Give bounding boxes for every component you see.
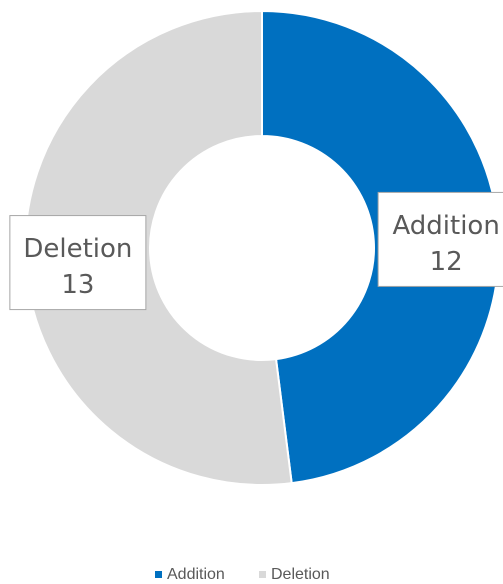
data-label: Deletion 13	[9, 215, 147, 311]
data-label-name: Addition	[392, 211, 499, 241]
legend-swatch	[155, 571, 162, 578]
legend: Addition Deletion	[155, 566, 330, 583]
data-label-box	[9, 215, 147, 311]
data-label-value: 12	[430, 247, 463, 277]
legend-label: Addition	[167, 566, 225, 583]
donut-slice	[24, 9, 293, 486]
data-label-value: 13	[61, 270, 94, 300]
legend-label: Deletion	[271, 566, 330, 583]
legend-swatch	[259, 571, 266, 578]
data-label-name: Deletion	[23, 234, 132, 264]
data-label-box	[377, 191, 503, 287]
data-label: Addition 12	[377, 191, 503, 287]
